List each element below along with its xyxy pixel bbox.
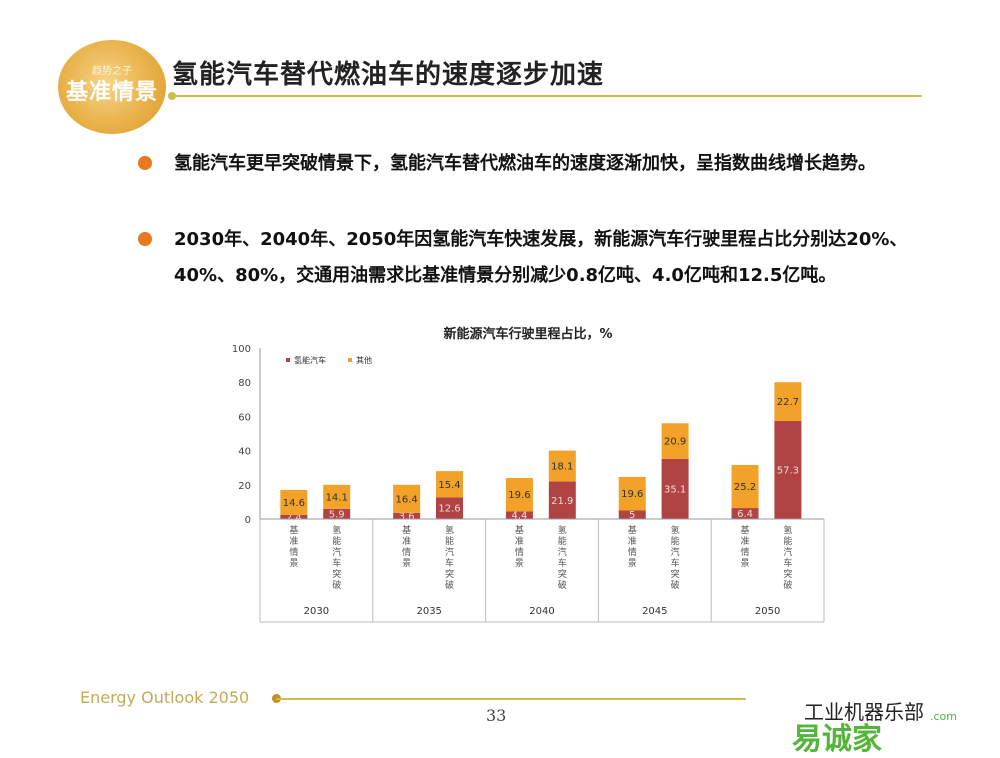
y-tick-label: 20 (238, 481, 251, 492)
bar-value-label: 35.1 (664, 484, 686, 495)
x-tick-label: 基准情景 (515, 524, 524, 569)
bar-value-label: 6.4 (737, 509, 753, 520)
bar-other (280, 489, 308, 515)
bar-value-label: 21.9 (551, 496, 573, 507)
group-label: 2050 (755, 606, 780, 617)
bar-hydrogen (436, 497, 464, 519)
x-tick-label: 基准情景 (741, 524, 750, 569)
bar-other (731, 464, 759, 509)
y-axis: 0 20 40 60 80 100 (232, 344, 261, 526)
bar-value-label: 5.9 (329, 509, 345, 520)
group-label: 2035 (416, 606, 441, 617)
bar-hydrogen (505, 511, 533, 519)
bullet-icon (138, 156, 152, 170)
bar-value-label: 12.6 (438, 504, 460, 515)
bullet-item: 氢能汽车更早突破情景下，氢能汽车替代燃油车的速度逐渐加快，呈指数曲线增长趋势。 (138, 146, 928, 182)
y-tick-label: 80 (238, 378, 251, 389)
legend-swatch (286, 358, 290, 362)
bar-other (436, 471, 464, 498)
bar-value-label: 19.6 (508, 490, 530, 501)
x-tick-label: 氢能汽车突破 (558, 524, 567, 591)
y-tick-label: 100 (232, 344, 251, 355)
bar-value-label: 5 (629, 510, 635, 521)
watermark-brand: 易诚家 (792, 722, 882, 757)
bar-hydrogen (618, 510, 646, 519)
watermark-domain: .com (930, 710, 957, 723)
x-tick-label: 氢能汽车突破 (783, 524, 792, 591)
bars: 2.4 14.6 5.9 14.1 3.6 16.4 12.6 15.4 4.4 19.6 21.9… (280, 382, 802, 523)
bar-other (774, 382, 802, 422)
bar-other (661, 423, 689, 459)
legend-label: 其他 (356, 355, 372, 365)
y-tick-label: 0 (245, 515, 251, 526)
bar-value-label: 19.6 (621, 489, 643, 500)
chart-title: 新能源汽车行驶里程占比，% (443, 326, 612, 342)
bar-other (323, 484, 351, 509)
bullet-text: 2030年、2040年、2050年因氢能汽车快速发展，新能源汽车行驶里程占比分别… (174, 229, 908, 286)
x-tick-label: 基准情景 (628, 524, 637, 569)
bar-other (505, 477, 533, 512)
bar-other (548, 450, 576, 482)
page-number: 33 (486, 706, 507, 725)
bar-hydrogen (548, 481, 576, 519)
watermark-text: 工业机器乐部 (804, 700, 924, 724)
bar-value-label: 25.2 (734, 482, 756, 493)
bar-hydrogen (661, 458, 689, 519)
footer-text: Energy Outlook 2050 (80, 688, 250, 707)
bar-hydrogen (323, 508, 351, 519)
bar-hydrogen (731, 508, 759, 519)
bullet-icon (138, 232, 152, 246)
bar-value-label: 14.6 (283, 498, 305, 509)
bar-value-label: 20.9 (664, 437, 686, 448)
bar-value-label: 18.1 (551, 462, 573, 473)
bar-other (618, 476, 646, 511)
chart: 新能源汽车行驶里程占比，% 氢能汽车 其他 0 20 40 60 80 100 2.4 14.… (228, 320, 828, 625)
x-tick-label: 氢能汽车突破 (445, 524, 454, 591)
bullet-text: 氢能汽车更早突破情景下，氢能汽车替代燃油车的速度逐渐加快，呈指数曲线增长趋势。 (174, 153, 876, 174)
bar-value-label: 3.6 (399, 511, 415, 522)
x-tick-label: 氢能汽车突破 (671, 524, 680, 591)
x-tick-label: 氢能汽车突破 (332, 524, 341, 591)
watermark: 工业机器乐部 易诚家 .com (780, 696, 1000, 757)
footer-line (276, 698, 746, 700)
bar-value-label: 15.4 (438, 480, 460, 491)
bar-hydrogen (393, 512, 421, 519)
legend-swatch (348, 358, 352, 362)
x-tick-label: 基准情景 (402, 524, 411, 569)
bar-other (393, 484, 421, 513)
bar-value-label: 2.4 (286, 512, 302, 523)
group-label: 2040 (529, 606, 554, 617)
group-label: 2030 (304, 606, 329, 617)
bar-value-label: 4.4 (511, 511, 527, 522)
bar-value-label: 57.3 (777, 466, 799, 477)
bar-value-label: 14.1 (326, 492, 348, 503)
bar-value-label: 22.7 (777, 397, 799, 408)
bar-hydrogen (774, 421, 802, 519)
logo-small-text: 趋势之子 (92, 66, 132, 77)
bullet-item: 2030年、2040年、2050年因氢能汽车快速发展，新能源汽车行驶里程占比分别… (138, 222, 928, 294)
chart-legend: 氢能汽车 其他 (286, 355, 372, 365)
title-underline (172, 95, 922, 97)
page-title: 氢能汽车替代燃油车的速度逐步加速 (172, 60, 605, 90)
legend-label: 氢能汽车 (294, 355, 326, 365)
bar-hydrogen (280, 514, 308, 519)
y-tick-label: 40 (238, 447, 251, 458)
logo: 趋势之子 基准情景 (58, 40, 166, 134)
group-label: 2045 (642, 606, 667, 617)
x-tick-label: 基准情景 (289, 524, 298, 569)
x-axis: 基准情景 氢能汽车突破 基准情景 氢能汽车突破 基准情景 氢能汽车突破 基准情景 氢能汽车突破… (259, 518, 825, 623)
bar-value-label: 16.4 (396, 494, 418, 505)
y-tick-label: 60 (238, 412, 251, 423)
logo-text: 基准情景 (65, 80, 158, 105)
